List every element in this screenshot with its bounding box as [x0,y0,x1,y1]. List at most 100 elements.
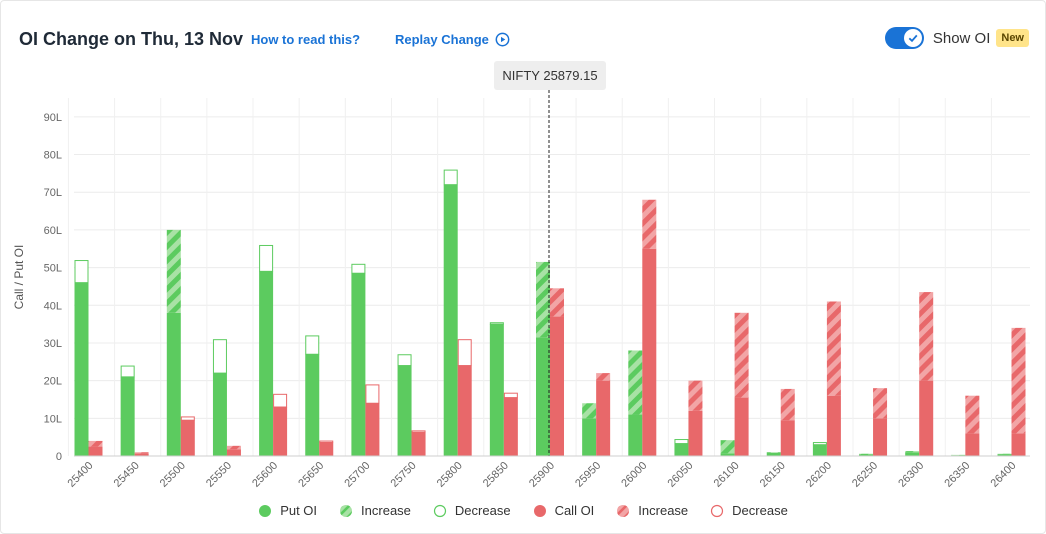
y-tick-label: 20L [44,376,62,388]
put-base-segment [397,365,412,456]
call-oi-bar[interactable] [642,199,657,456]
call-oi-bar[interactable] [1011,327,1026,456]
legend-item-put-striped[interactable]: Increase [339,503,411,518]
call-oi-bar[interactable] [965,395,980,456]
put-increase-segment [720,440,735,454]
call-oi-bar[interactable] [88,440,103,456]
y-tick-label: 30L [44,338,62,350]
call-oi-bar[interactable] [550,288,564,456]
call-oi-bar[interactable] [273,393,288,456]
call-oi-bar[interactable] [503,392,518,456]
call-decrease-segment [457,339,472,367]
call-increase-segment [88,440,103,447]
call-oi-bar[interactable] [365,384,380,456]
put-oi-bar[interactable] [166,229,181,456]
call-increase-segment [596,373,611,381]
show-oi-toggle[interactable] [884,27,924,49]
x-tick-label: 25750 [389,460,419,490]
put-oi-bar[interactable] [212,339,227,456]
replay-change-button[interactable]: Replay Change [395,32,510,47]
call-base-segment [826,395,841,456]
put-oi-bar[interactable] [536,261,550,456]
call-base-segment [503,397,518,456]
call-oi-bar[interactable] [180,416,195,456]
call-oi-bar[interactable] [873,388,888,456]
put-oi-bar[interactable] [397,354,412,456]
call-base-segment [226,449,241,456]
put-oi-bar[interactable] [305,335,320,456]
call-increase-segment [873,388,888,419]
put-increase-segment [628,350,643,415]
put-oi-bar[interactable] [766,452,781,456]
put-oi-bar[interactable] [443,169,458,456]
call-oi-bar[interactable] [919,292,934,456]
legend-item-put-solid[interactable]: Put OI [258,503,317,518]
x-tick-label: 26150 [758,460,788,490]
legend-item-call-solid[interactable]: Call OI [533,503,594,518]
put-oi-bar[interactable] [812,442,827,456]
call-oi-bar[interactable] [226,445,241,456]
legend-label: Increase [638,503,689,518]
call-increase-segment [550,288,564,317]
legend-item-call-outline[interactable]: Decrease [710,503,788,518]
call-oi-bar[interactable] [457,339,472,456]
put-decrease-segment [397,354,412,367]
new-badge: New [996,29,1029,47]
x-tick-label: 25800 [435,460,465,490]
call-increase-segment [642,199,657,249]
check-icon [908,34,918,43]
y-tick-label: 90L [44,112,62,124]
show-oi-control: Show OI New [884,27,1029,49]
put-base-segment [351,273,366,456]
legend-item-put-outline[interactable]: Decrease [433,503,511,518]
call-oi-bar[interactable] [734,312,749,456]
y-tick-label: 40L [44,300,62,312]
put-oi-bar[interactable] [120,365,135,456]
x-tick-label: 25600 [250,460,280,490]
y-axis-label: Call / Put OI [12,245,26,310]
put-base-segment [859,454,874,456]
call-base-segment [180,420,195,456]
put-oi-bar[interactable] [74,260,89,456]
put-base-segment [120,376,135,456]
how-to-read-link[interactable]: How to read this? [251,32,361,47]
call-oi-bar[interactable] [826,301,841,456]
call-oi-bar[interactable] [411,430,426,456]
put-base-segment [489,324,504,456]
put-base-segment [212,373,227,456]
put-base-segment [720,453,735,456]
put-decrease-segment [259,244,274,272]
put-oi-bar[interactable] [720,440,735,456]
put-decrease-segment [812,442,827,446]
put-oi-bar[interactable] [674,439,689,456]
call-base-segment [134,453,149,456]
put-decrease-segment [674,439,689,445]
call-oi-bar[interactable] [319,440,334,456]
legend-swatch [433,504,447,517]
call-increase-segment [919,292,934,381]
put-decrease-segment [351,263,366,274]
put-oi-bar[interactable] [997,453,1012,456]
put-oi-bar[interactable] [859,453,874,456]
put-base-segment [628,414,643,456]
call-decrease-segment [319,440,334,443]
put-increase-segment [166,229,181,313]
put-base-segment [166,312,181,456]
put-oi-bar[interactable] [628,350,643,456]
put-oi-bar[interactable] [582,403,597,456]
put-oi-bar[interactable] [489,322,504,456]
put-oi-bar[interactable] [905,451,920,456]
legend-item-call-striped[interactable]: Increase [616,503,688,518]
call-oi-bar[interactable] [134,452,149,456]
x-tick-label: 26350 [942,460,972,490]
call-oi-bar[interactable] [688,380,703,456]
legend-swatch [259,504,272,517]
call-oi-bar[interactable] [780,388,795,456]
call-base-segment [273,407,288,456]
put-oi-bar[interactable] [351,263,366,456]
call-base-segment [734,397,749,456]
y-tick-label: 80L [44,150,62,162]
call-decrease-segment [365,384,380,404]
put-oi-bar[interactable] [259,244,274,456]
call-oi-bar[interactable] [596,373,611,456]
